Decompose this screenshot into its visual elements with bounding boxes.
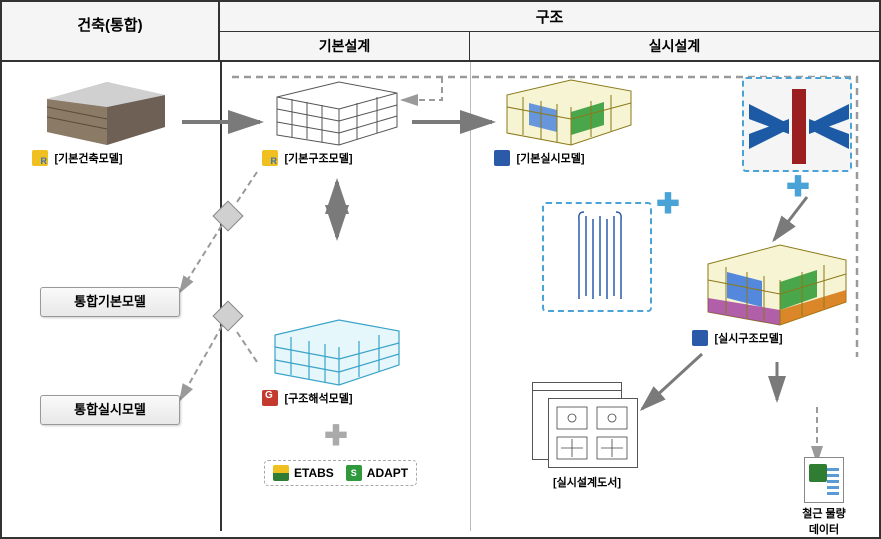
header-basic-design: 기본설계 <box>220 32 470 60</box>
adapt-label: ADAPT <box>367 466 408 480</box>
header-structure-group: 구조 기본설계 실시설계 <box>220 2 879 60</box>
building-arch-basic <box>37 77 177 147</box>
plus-analysis-sw: ✚ <box>322 424 350 452</box>
adapt-icon: S <box>346 465 362 481</box>
connection-detail <box>744 79 854 174</box>
excel-output: 철근 물량 데이터 <box>794 457 854 537</box>
revit-struct-icon: R <box>262 150 278 166</box>
diagram-frame: 건축(통합) 구조 기본설계 실시설계 <box>0 0 881 539</box>
label-struct-basic: [기본구조모델] <box>284 150 352 166</box>
etabs-icon <box>273 465 289 481</box>
drawings-stack: [실시설계도서] <box>532 382 642 472</box>
button-integrated-basic: 통합기본모델 <box>40 287 180 317</box>
navis-icon <box>494 150 510 166</box>
plus-rebar: ✚ <box>654 192 682 220</box>
rebar-bundle <box>544 204 654 314</box>
header-row: 건축(통합) 구조 기본설계 실시설계 <box>2 2 879 62</box>
software-row: ETABS S ADAPT <box>264 460 417 486</box>
drawing-detail-icon <box>549 399 639 469</box>
building-exec-struct <box>702 242 852 327</box>
gen-icon: G <box>262 390 278 406</box>
label-exec-basic: [기본실시모델] <box>516 150 584 166</box>
model-exec-struct: [실시구조모델] <box>692 242 862 347</box>
connection-detail-box <box>742 77 852 172</box>
rebar-bundle-box <box>542 202 652 312</box>
header-structure: 구조 <box>220 2 879 32</box>
software-adapt: S ADAPT <box>346 465 408 481</box>
rebar-label-2: 데이터 <box>794 521 854 537</box>
label-exec-struct: [실시구조모델] <box>714 330 782 346</box>
model-struct-basic: R [기본구조모델] <box>262 77 412 167</box>
label-drawings: [실시설계도서] <box>532 474 642 490</box>
model-exec-basic: [기본실시모델] <box>494 77 644 167</box>
etabs-label: ETABS <box>294 466 334 480</box>
header-detail-design: 실시설계 <box>470 32 879 60</box>
canvas: R [기본건축모델] 통합기본모델 통합실시모델 <box>2 62 879 531</box>
rebar-label-1: 철근 물량 <box>794 505 854 521</box>
model-arch-basic: R [기본건축모델] <box>32 77 182 167</box>
building-struct-basic <box>267 77 407 147</box>
label-analysis: [구조해석모델] <box>284 390 352 406</box>
navis-icon-2 <box>692 330 708 346</box>
revit-icon: R <box>32 150 48 166</box>
button-integrated-detail: 통합실시모델 <box>40 395 180 425</box>
software-etabs: ETABS <box>273 465 334 481</box>
header-architecture: 건축(통합) <box>2 2 220 60</box>
model-analysis: G [구조해석모델] <box>262 317 412 407</box>
building-analysis <box>267 317 407 387</box>
plus-connection: ✚ <box>784 175 812 203</box>
excel-icon <box>804 457 844 503</box>
label-arch-basic: [기본건축모델] <box>54 150 122 166</box>
building-exec-basic <box>499 77 639 147</box>
